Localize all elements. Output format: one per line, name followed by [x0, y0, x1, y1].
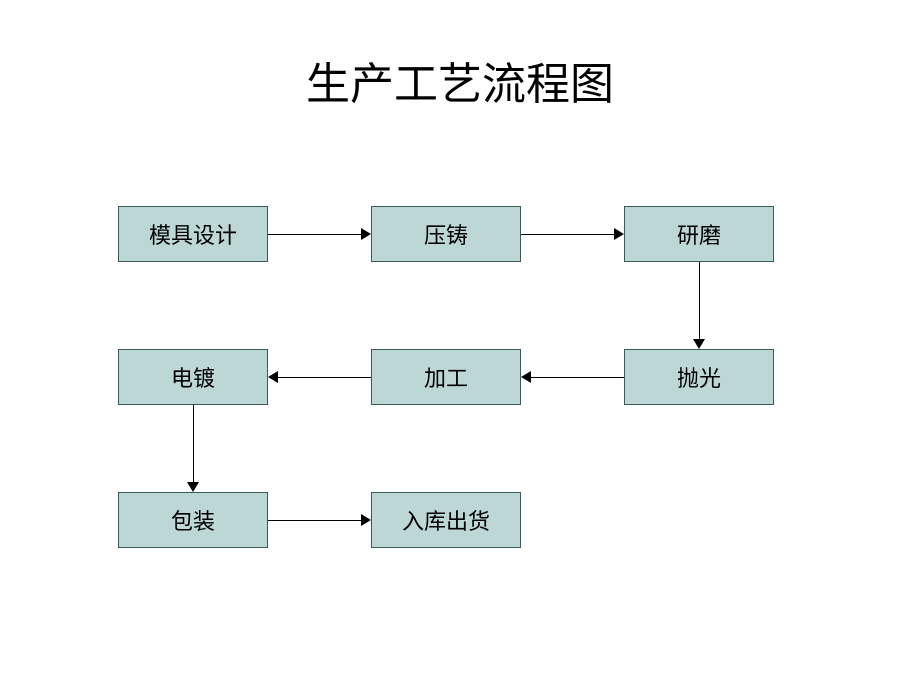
flowchart-node-label: 压铸 — [424, 218, 468, 250]
flowchart-node-n1: 模具设计 — [118, 206, 268, 262]
flowchart-node-n3: 研磨 — [624, 206, 774, 262]
flowchart-node-label: 入库出货 — [402, 504, 490, 536]
flowchart-node-label: 抛光 — [677, 361, 721, 393]
arrow-left-icon — [521, 371, 531, 383]
arrow-right-icon — [614, 228, 624, 240]
flowchart-edge-n5-n6 — [278, 377, 371, 378]
flowchart-title: 生产工艺流程图 — [0, 48, 920, 112]
flowchart-edge-n4-n5 — [531, 377, 624, 378]
flowchart-node-n4: 抛光 — [624, 349, 774, 405]
arrow-left-icon — [268, 371, 278, 383]
arrow-down-icon — [187, 482, 199, 492]
flowchart-node-n6: 电镀 — [118, 349, 268, 405]
flowchart-node-label: 加工 — [424, 361, 468, 393]
flowchart-node-label: 模具设计 — [149, 218, 237, 250]
flowchart-edge-n2-n3 — [521, 234, 614, 235]
flowchart-edge-n1-n2 — [268, 234, 361, 235]
flowchart-node-label: 研磨 — [677, 218, 721, 250]
flowchart-node-label: 包装 — [171, 504, 215, 536]
flowchart-node-n5: 加工 — [371, 349, 521, 405]
flowchart-node-n7: 包装 — [118, 492, 268, 548]
flowchart-node-label: 电镀 — [171, 361, 215, 393]
arrow-right-icon — [361, 228, 371, 240]
arrow-right-icon — [361, 514, 371, 526]
flowchart-edge-n7-n8 — [268, 520, 361, 521]
flowchart-edge-n3-n4 — [699, 262, 700, 339]
flowchart-node-n2: 压铸 — [371, 206, 521, 262]
flowchart-edge-n6-n7 — [193, 405, 194, 482]
flowchart-node-n8: 入库出货 — [371, 492, 521, 548]
arrow-down-icon — [693, 339, 705, 349]
